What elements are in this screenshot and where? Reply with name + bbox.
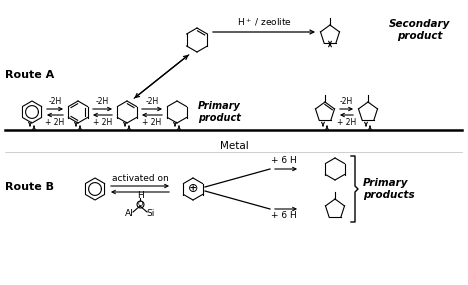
Text: H$^+$ / zeolite: H$^+$ / zeolite (236, 16, 292, 28)
Text: -2H: -2H (146, 97, 159, 106)
Text: Si: Si (147, 209, 155, 219)
Text: + 2H: + 2H (337, 118, 356, 127)
Text: $\oplus$: $\oplus$ (187, 182, 198, 196)
Text: Al: Al (124, 209, 133, 219)
Text: -2H: -2H (48, 97, 62, 106)
Text: Primary
product: Primary product (198, 101, 241, 123)
Text: activated on: activated on (112, 174, 168, 183)
Text: O: O (137, 201, 143, 207)
Text: Primary
products: Primary products (363, 178, 415, 200)
Text: -2H: -2H (340, 97, 353, 106)
Text: Route B: Route B (5, 182, 54, 192)
Text: Secondary
product: Secondary product (389, 19, 451, 41)
Text: H: H (137, 190, 143, 200)
Text: + 2H: + 2H (45, 118, 65, 127)
Text: + 2H: + 2H (93, 118, 112, 127)
Text: + 6 H: + 6 H (271, 211, 297, 220)
Text: + 6 H: + 6 H (271, 156, 297, 165)
Text: + 2H: + 2H (142, 118, 161, 127)
Text: Metal: Metal (219, 141, 249, 151)
Text: -2H: -2H (96, 97, 109, 106)
Text: Route A: Route A (5, 70, 54, 80)
